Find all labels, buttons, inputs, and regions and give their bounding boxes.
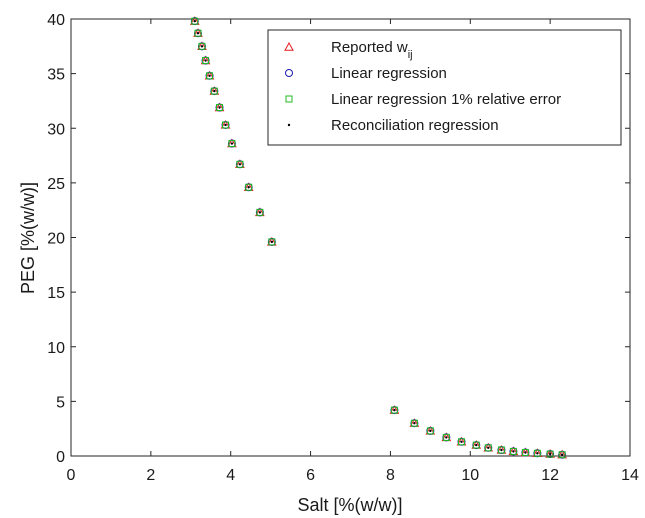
data-point-dot xyxy=(429,429,432,433)
series-square xyxy=(191,17,566,459)
series-dot xyxy=(193,19,564,456)
data-point-dot xyxy=(487,446,490,450)
data-point-square xyxy=(521,449,529,457)
data-point-square xyxy=(558,451,566,459)
data-point-square xyxy=(236,160,244,168)
data-point-square xyxy=(509,447,517,455)
y-tick-label: 30 xyxy=(47,121,65,138)
data-point-square xyxy=(210,87,218,95)
data-point-dot xyxy=(208,74,211,78)
legend-box xyxy=(267,29,622,146)
data-point-dot xyxy=(536,452,539,455)
y-tick-label: 0 xyxy=(56,449,65,466)
legend-label: Linear regression xyxy=(331,65,447,82)
data-point-square xyxy=(222,121,230,129)
data-point-dot xyxy=(200,45,204,48)
legend-marker-circle xyxy=(285,69,293,77)
x-tick-label: 4 xyxy=(226,467,235,484)
data-point-dot xyxy=(524,451,527,454)
data-point-square xyxy=(546,450,554,458)
legend-label: Reconciliation regression xyxy=(331,117,499,134)
data-point-square xyxy=(484,444,492,452)
x-tick-label: 8 xyxy=(386,467,395,484)
data-point-dot xyxy=(475,443,478,447)
x-tick-label: 12 xyxy=(541,467,559,484)
data-point-dot xyxy=(230,142,234,145)
x-tick-label: 0 xyxy=(67,467,76,484)
data-point-square xyxy=(228,140,236,148)
data-point-dot xyxy=(196,32,200,35)
legend-label-subscript: ij xyxy=(408,49,413,61)
legend-marker-dot xyxy=(287,123,291,127)
data-point-dot xyxy=(460,440,463,443)
data-point-square xyxy=(390,406,398,414)
legend: Reported wij Linear regression Linear regr… xyxy=(267,29,622,146)
data-point-dot xyxy=(270,240,274,244)
data-point-square xyxy=(245,183,253,191)
data-point-square xyxy=(472,441,480,449)
y-axis-label: PEG [%(w/w)] xyxy=(18,182,38,294)
x-tick-label: 6 xyxy=(306,467,315,484)
data-point-dot xyxy=(258,211,262,214)
data-point-square xyxy=(194,29,202,37)
legend-marker-square xyxy=(285,95,293,103)
x-axis-label: Salt [%(w/w)] xyxy=(297,495,402,515)
data-point-square xyxy=(458,438,466,446)
y-tick-label: 40 xyxy=(47,12,65,29)
data-point-square xyxy=(191,17,199,25)
legend-entry: Linear regression xyxy=(285,65,447,82)
data-point-square xyxy=(497,446,505,454)
data-point-square xyxy=(198,42,206,50)
data-point-square xyxy=(533,449,541,457)
y-tick-label: 25 xyxy=(47,176,65,193)
y-tick-label: 20 xyxy=(47,231,65,248)
y-tick-label: 5 xyxy=(56,394,65,411)
data-point-square xyxy=(410,419,418,427)
data-point-dot xyxy=(500,448,503,452)
data-point-square xyxy=(442,433,450,441)
legend-entry: Reconciliation regression xyxy=(287,117,499,134)
legend-entry: Reported wij xyxy=(284,39,413,61)
data-point-dot xyxy=(193,19,196,23)
x-tick-label: 14 xyxy=(621,467,639,484)
x-axis: 0 2 4 6 8 10 12 14 xyxy=(67,19,639,484)
data-point-square xyxy=(268,238,276,246)
data-point-dot xyxy=(413,422,416,425)
data-point-dot xyxy=(445,436,448,439)
data-point-dot xyxy=(238,163,242,166)
data-point-square xyxy=(216,103,224,111)
data-point-dot xyxy=(560,453,564,456)
y-tick-label: 10 xyxy=(47,340,65,357)
data-point-square xyxy=(202,57,210,65)
data-point-dot xyxy=(247,186,250,189)
data-point-square xyxy=(206,72,214,80)
y-tick-label: 15 xyxy=(47,285,65,302)
data-points xyxy=(189,16,567,459)
data-point-dot xyxy=(218,106,221,109)
data-point-dot xyxy=(224,123,227,127)
data-point-square xyxy=(256,208,264,216)
legend-label: Reported wij xyxy=(331,39,413,61)
data-point-dot xyxy=(393,408,396,412)
y-axis: 0 5 10 15 20 25 30 35 40 xyxy=(47,12,630,466)
data-point-dot xyxy=(512,450,515,453)
x-tick-label: 2 xyxy=(146,467,155,484)
legend-entry: Linear regression 1% relative error xyxy=(285,91,561,108)
data-point-dot xyxy=(204,59,207,62)
data-point-dot xyxy=(213,89,216,93)
legend-label: Linear regression 1% relative error xyxy=(331,91,561,108)
data-point-square xyxy=(426,427,434,435)
data-point-dot xyxy=(548,452,552,456)
legend-marker-triangle xyxy=(284,41,294,51)
y-tick-label: 35 xyxy=(47,67,65,84)
x-tick-label: 10 xyxy=(461,467,479,484)
